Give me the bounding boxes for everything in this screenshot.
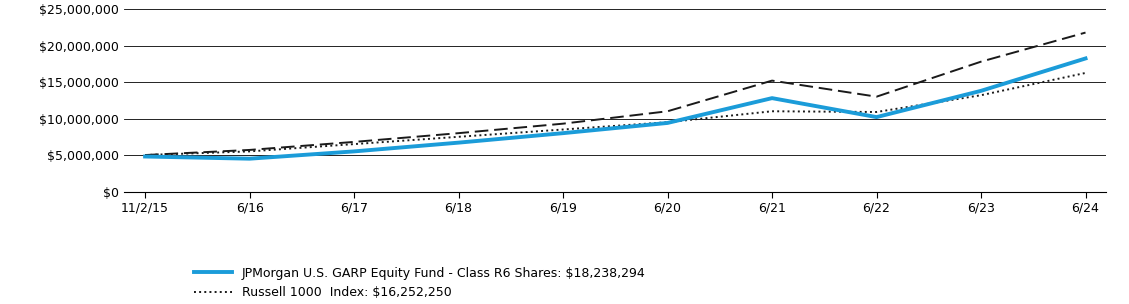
- Russell 1000 Growth Index: $21,785,531: (9, 2.18e+07): $21,785,531: (9, 2.18e+07): [1078, 31, 1092, 34]
- Russell 1000 Growth Index: $21,785,531: (5, 1.1e+07): $21,785,531: (5, 1.1e+07): [660, 109, 674, 113]
- Legend: JPMorgan U.S. GARP Equity Fund - Class R6 Shares: $18,238,294, Russell 1000  Ind: JPMorgan U.S. GARP Equity Fund - Class R…: [190, 262, 650, 304]
- Line: Russell 1000 Growth Index: $21,785,531: Russell 1000 Growth Index: $21,785,531: [146, 33, 1085, 155]
- Line: JPMorgan U.S. GARP Equity Fund - Class R6 Shares: $18,238,294: JPMorgan U.S. GARP Equity Fund - Class R…: [146, 58, 1085, 159]
- JPMorgan U.S. GARP Equity Fund - Class R6 Shares: $18,238,294: (2, 5.5e+06): $18,238,294: (2, 5.5e+06): [348, 150, 361, 153]
- Russell 1000  Index: $16,252,250: (1, 5.5e+06): $16,252,250: (1, 5.5e+06): [243, 150, 256, 153]
- Russell 1000  Index: $16,252,250: (6, 1.1e+07): $16,252,250: (6, 1.1e+07): [765, 109, 779, 113]
- Russell 1000  Index: $16,252,250: (7, 1.09e+07): $16,252,250: (7, 1.09e+07): [869, 110, 883, 114]
- Russell 1000 Growth Index: $21,785,531: (0, 5e+06): $21,785,531: (0, 5e+06): [139, 153, 152, 157]
- JPMorgan U.S. GARP Equity Fund - Class R6 Shares: $18,238,294: (9, 1.82e+07): $18,238,294: (9, 1.82e+07): [1078, 57, 1092, 60]
- Russell 1000 Growth Index: $21,785,531: (2, 6.8e+06): $21,785,531: (2, 6.8e+06): [348, 140, 361, 144]
- Russell 1000  Index: $16,252,250: (0, 5e+06): $16,252,250: (0, 5e+06): [139, 153, 152, 157]
- JPMorgan U.S. GARP Equity Fund - Class R6 Shares: $18,238,294: (0, 4.8e+06): $18,238,294: (0, 4.8e+06): [139, 155, 152, 158]
- Russell 1000  Index: $16,252,250: (5, 9.5e+06): $16,252,250: (5, 9.5e+06): [660, 120, 674, 124]
- Russell 1000  Index: $16,252,250: (9, 1.63e+07): $16,252,250: (9, 1.63e+07): [1078, 71, 1092, 75]
- Russell 1000 Growth Index: $21,785,531: (3, 8e+06): $21,785,531: (3, 8e+06): [452, 131, 465, 135]
- Russell 1000  Index: $16,252,250: (2, 6.5e+06): $16,252,250: (2, 6.5e+06): [348, 142, 361, 146]
- Russell 1000 Growth Index: $21,785,531: (8, 1.78e+07): $21,785,531: (8, 1.78e+07): [974, 60, 988, 64]
- JPMorgan U.S. GARP Equity Fund - Class R6 Shares: $18,238,294: (3, 6.7e+06): $18,238,294: (3, 6.7e+06): [452, 141, 465, 144]
- Line: Russell 1000  Index: $16,252,250: Russell 1000 Index: $16,252,250: [146, 73, 1085, 155]
- Russell 1000  Index: $16,252,250: (3, 7.5e+06): $16,252,250: (3, 7.5e+06): [452, 135, 465, 139]
- Russell 1000 Growth Index: $21,785,531: (7, 1.3e+07): $21,785,531: (7, 1.3e+07): [869, 95, 883, 98]
- Russell 1000 Growth Index: $21,785,531: (1, 5.7e+06): $21,785,531: (1, 5.7e+06): [243, 148, 256, 152]
- JPMorgan U.S. GARP Equity Fund - Class R6 Shares: $18,238,294: (6, 1.28e+07): $18,238,294: (6, 1.28e+07): [765, 96, 779, 100]
- JPMorgan U.S. GARP Equity Fund - Class R6 Shares: $18,238,294: (7, 1.02e+07): $18,238,294: (7, 1.02e+07): [869, 115, 883, 119]
- JPMorgan U.S. GARP Equity Fund - Class R6 Shares: $18,238,294: (1, 4.5e+06): $18,238,294: (1, 4.5e+06): [243, 157, 256, 161]
- JPMorgan U.S. GARP Equity Fund - Class R6 Shares: $18,238,294: (5, 9.4e+06): $18,238,294: (5, 9.4e+06): [660, 121, 674, 125]
- JPMorgan U.S. GARP Equity Fund - Class R6 Shares: $18,238,294: (8, 1.38e+07): $18,238,294: (8, 1.38e+07): [974, 89, 988, 93]
- JPMorgan U.S. GARP Equity Fund - Class R6 Shares: $18,238,294: (4, 8e+06): $18,238,294: (4, 8e+06): [557, 131, 570, 135]
- Russell 1000  Index: $16,252,250: (4, 8.5e+06): $16,252,250: (4, 8.5e+06): [557, 128, 570, 131]
- Russell 1000 Growth Index: $21,785,531: (6, 1.52e+07): $21,785,531: (6, 1.52e+07): [765, 79, 779, 82]
- Russell 1000 Growth Index: $21,785,531: (4, 9.3e+06): $21,785,531: (4, 9.3e+06): [557, 122, 570, 126]
- Russell 1000  Index: $16,252,250: (8, 1.32e+07): $16,252,250: (8, 1.32e+07): [974, 93, 988, 97]
